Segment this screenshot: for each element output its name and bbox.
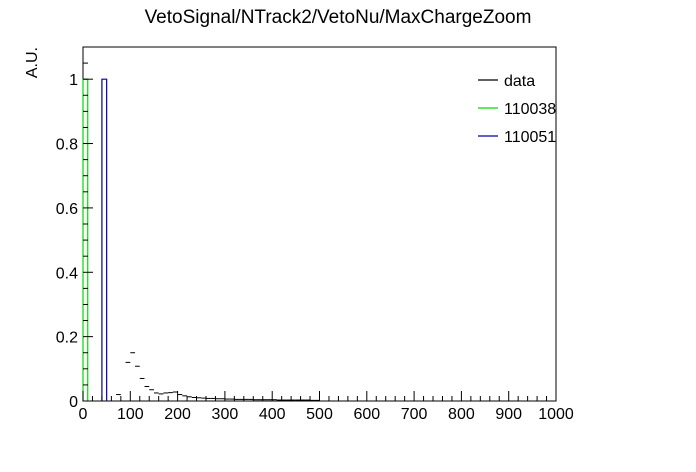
x-tick-label: 200 (164, 406, 191, 423)
legend-label: 110038 (504, 101, 556, 118)
legend: data 110038 110051 (478, 73, 556, 146)
x-tick-label: 800 (448, 406, 475, 423)
y-axis-label: A.U. (24, 47, 41, 78)
chart-title: VetoSignal/NTrack2/VetoNu/MaxChargeZoom (145, 7, 532, 28)
legend-label: 110051 (504, 129, 556, 146)
x-tick-label: 900 (495, 406, 522, 423)
x-tick-label: 400 (259, 406, 286, 423)
series-group (82, 78, 320, 401)
x-tick-label: 500 (306, 406, 333, 423)
x-tick-label: 700 (401, 406, 428, 423)
plot-area-frame (82, 46, 557, 402)
x-axis: 0 100 200 300 400 500 600 700 800 900 1000 (79, 391, 574, 423)
y-tick-label: 0.4 (56, 265, 78, 282)
y-tick-label: 1 (69, 72, 78, 89)
y-tick-label: 0.8 (56, 137, 78, 154)
y-tick-label: 0.2 (56, 330, 78, 347)
series-data (83, 78, 320, 401)
x-tick-label: 0 (79, 406, 88, 423)
y-tick-label: 0 (69, 394, 78, 411)
y-axis: 0 0.2 0.4 0.6 0.8 1 (56, 46, 93, 411)
legend-label: data (504, 73, 535, 90)
y-tick-label: 0.6 (56, 201, 78, 218)
plot-frame (82, 46, 557, 402)
x-tick-label: 100 (117, 406, 144, 423)
series-110051 (101, 78, 108, 401)
x-tick-label: 1000 (538, 406, 574, 423)
x-tick-label: 300 (212, 406, 239, 423)
histogram-bin (101, 78, 108, 401)
x-tick-label: 600 (353, 406, 380, 423)
